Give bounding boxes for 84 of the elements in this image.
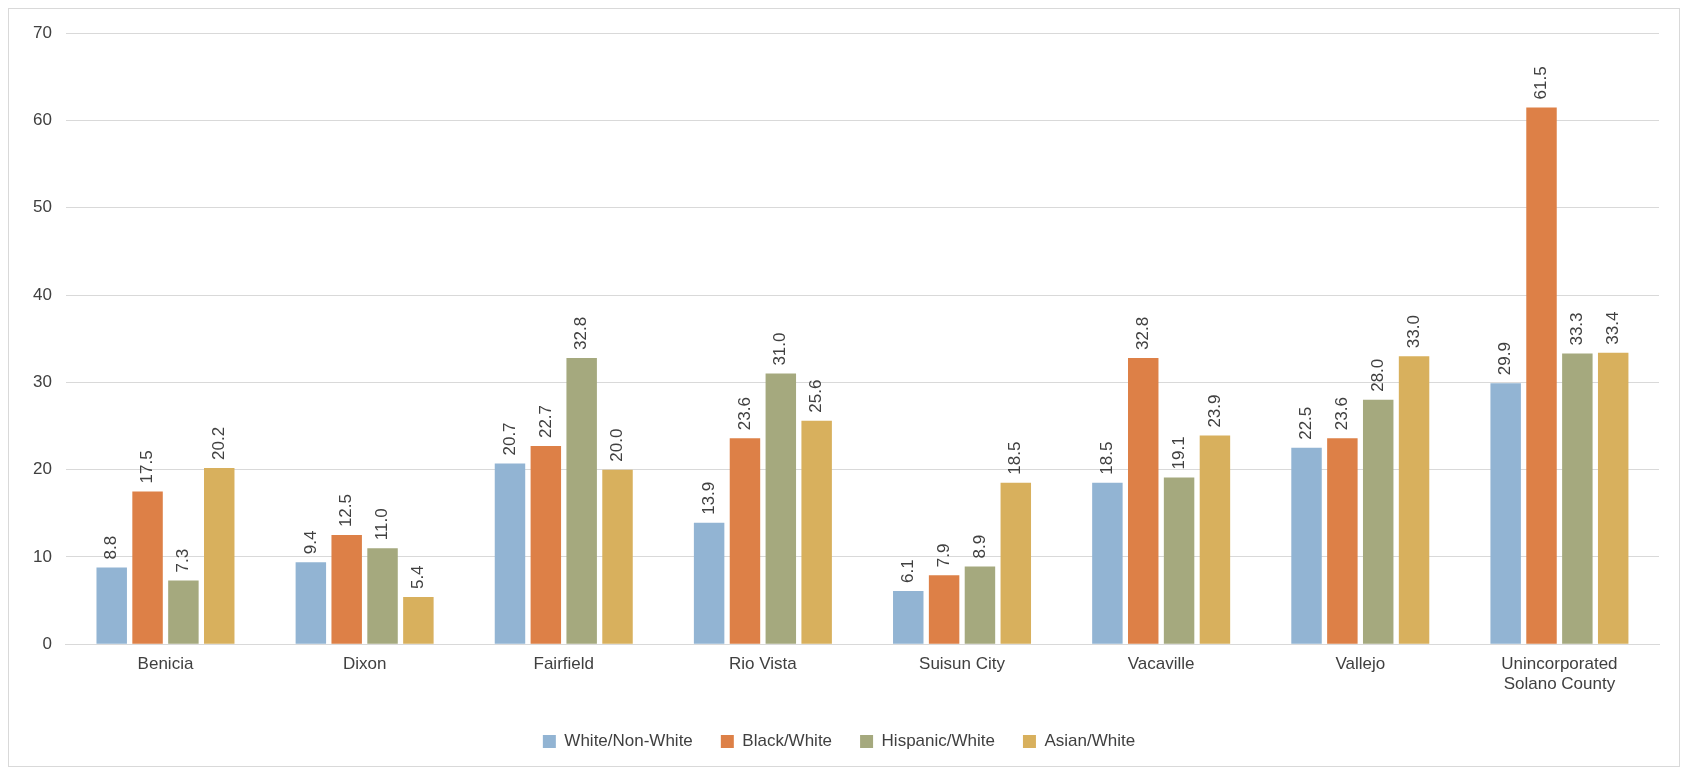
data-label: 32.8	[1132, 316, 1152, 350]
data-label: 22.5	[1296, 406, 1316, 440]
bar	[693, 522, 725, 644]
bar	[403, 597, 434, 644]
data-label: 20.0	[607, 428, 627, 462]
data-label: 20.2	[208, 426, 228, 460]
y-tick-label: 30	[32, 372, 52, 392]
data-label: 7.3	[173, 548, 193, 573]
data-label: 23.9	[1204, 394, 1224, 428]
data-label: 6.1	[897, 559, 917, 583]
y-tick-label: 10	[32, 546, 52, 566]
bar	[1398, 356, 1430, 644]
y-tick-label: 0	[42, 633, 52, 653]
x-tick-label: Vallejo	[1335, 654, 1386, 674]
bar	[1199, 435, 1231, 644]
bar	[729, 438, 761, 644]
bar	[494, 463, 526, 644]
bar	[1092, 482, 1123, 644]
bar	[530, 446, 562, 644]
data-label: 11.0	[372, 508, 392, 541]
bar	[602, 469, 633, 644]
bar	[295, 562, 327, 644]
bar	[331, 535, 362, 644]
bar	[168, 580, 199, 644]
bar	[1327, 438, 1358, 644]
data-label: 28.0	[1367, 358, 1387, 392]
data-label: 29.9	[1495, 342, 1515, 376]
bar	[1490, 383, 1521, 644]
bar	[96, 567, 127, 644]
data-label: 33.3	[1567, 312, 1587, 346]
data-label: 22.7	[535, 404, 555, 439]
data-label: 7.9	[933, 543, 953, 568]
data-label: 20.7	[499, 422, 519, 456]
data-label: 19.1	[1168, 436, 1188, 470]
data-label: 8.8	[101, 535, 121, 560]
bar	[566, 357, 597, 644]
data-label: 13.9	[698, 481, 718, 515]
x-tick-label: Dixon	[342, 654, 387, 674]
bar	[204, 467, 235, 644]
x-tick-label: Unincorporated Solano County	[1501, 654, 1618, 694]
bar	[1362, 399, 1394, 644]
y-tick-label: 50	[32, 197, 52, 217]
data-label: 33.0	[1403, 315, 1423, 349]
bar	[132, 491, 163, 644]
legend-label: Hispanic/White	[881, 731, 995, 751]
data-label: 8.9	[969, 534, 989, 559]
legend-label: Black/White	[742, 731, 833, 751]
data-label: 25.6	[806, 379, 826, 413]
data-label: 33.4	[1602, 311, 1622, 345]
bar	[801, 420, 832, 644]
bar	[1163, 477, 1195, 644]
y-tick-label: 40	[32, 284, 52, 304]
bar	[893, 590, 924, 644]
y-tick-label: 70	[32, 22, 52, 42]
x-tick-label: Vacaville	[1127, 654, 1195, 674]
data-label: 31.0	[770, 332, 790, 366]
x-tick-label: Fairfield	[533, 654, 594, 674]
data-label: 17.5	[137, 450, 157, 484]
data-label: 5.4	[408, 565, 428, 590]
x-tick-label: Rio Vista	[729, 654, 798, 674]
x-tick-label: Benicia	[137, 654, 194, 674]
bar	[964, 566, 996, 644]
legend-label: White/Non-White	[564, 731, 693, 751]
bar	[1128, 357, 1159, 644]
y-tick-label: 20	[32, 459, 52, 479]
data-label: 61.5	[1531, 66, 1551, 100]
legend-label: Asian/White	[1044, 731, 1136, 751]
y-tick-label: 60	[32, 110, 52, 130]
bar	[765, 373, 797, 644]
bar	[928, 575, 960, 644]
bar	[1562, 353, 1593, 644]
data-label: 23.6	[734, 397, 754, 431]
bar	[1526, 107, 1557, 644]
data-label: 9.4	[300, 530, 320, 555]
data-label: 18.5	[1005, 441, 1025, 475]
data-label: 23.6	[1332, 397, 1352, 431]
bar	[1597, 352, 1629, 644]
bar	[1291, 447, 1322, 644]
data-label: 18.5	[1097, 441, 1117, 475]
data-label: 12.5	[336, 494, 356, 528]
bar	[367, 548, 398, 644]
bar	[1000, 482, 1032, 644]
data-label: 32.8	[571, 316, 591, 350]
x-tick-label: Suisun City	[919, 654, 1006, 674]
